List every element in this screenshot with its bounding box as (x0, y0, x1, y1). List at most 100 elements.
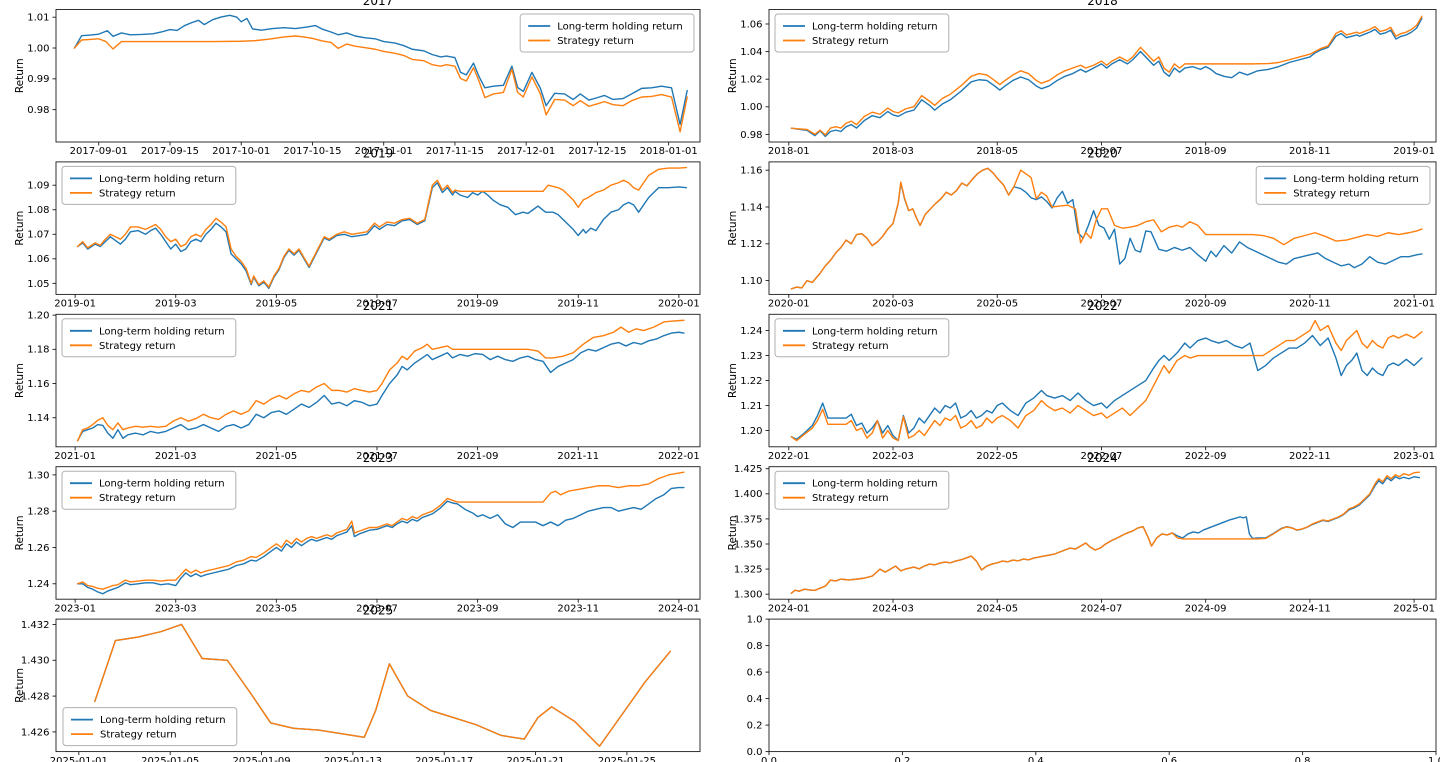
y-axis-label: Return (14, 58, 26, 93)
series-line-long_term (76, 331, 685, 442)
legend-label: Long-term holding return (812, 479, 938, 490)
x-tick-label: 2021-05 (255, 451, 297, 462)
legend-label: Strategy return (99, 341, 176, 352)
y-tick-label: 1.06 (740, 19, 762, 30)
y-tick-label: 1.02 (740, 75, 762, 86)
y-tick-label: 1.06 (27, 254, 49, 265)
y-tick-label: 1.22 (740, 376, 762, 387)
y-axis-label: Return (14, 516, 26, 551)
x-tick-label: 0.6 (1161, 756, 1177, 762)
legend: Long-term holding return Strategy return (519, 13, 695, 53)
x-tick-label: 2021-01 (54, 451, 96, 462)
y-tick-label: 1.400 (734, 489, 763, 500)
legend-label: Strategy return (812, 341, 889, 352)
chart-2024: 2024-01 2024-03 2024-05 2024-07 2024-09 2024-… (727, 451, 1437, 614)
x-tick-label: 2022-01 (658, 451, 700, 462)
series-line-strategy (790, 15, 1423, 136)
x-tick-label: 2017-12-01 (497, 146, 555, 157)
x-tick-label: 2020-09 (1185, 299, 1227, 310)
x-tick-label: 2017-12-15 (568, 146, 626, 157)
x-tick-label: 2024-05 (976, 603, 1018, 614)
x-tick-label: 2024-09 (1185, 603, 1227, 614)
y-tick-label: 1.426 (21, 727, 50, 738)
chart-title: 2018 (1087, 0, 1118, 8)
chart-2022: 2022-01 2022-03 2022-05 2022-07 2022-09 2022-… (727, 299, 1437, 462)
x-tick-label: 2018-11 (1289, 146, 1331, 157)
x-tick-label: 2020-01 (658, 299, 700, 310)
x-tick-label: 2021-11 (557, 451, 599, 462)
y-tick-label: 0.0 (747, 747, 763, 758)
x-tick-label: 2019-05 (255, 299, 297, 310)
y-tick-label: 0.98 (27, 105, 49, 116)
chart-empty: 0.0 0.2 0.4 0.6 0.8 1.0 0.0 0.2 0.4 0.6 0.8 1.0 (747, 615, 1440, 762)
x-tick-label: 2024-01 (768, 603, 810, 614)
x-tick-label: 1.0 (1428, 756, 1440, 762)
x-tick-label: 2024-07 (1081, 603, 1123, 614)
legend-box (519, 13, 695, 53)
series-line-long_term (790, 17, 1423, 138)
x-tick-label: 2017-11-01 (355, 146, 413, 157)
legend: Long-term holding return Strategy return (774, 470, 950, 510)
series-line-strategy (76, 166, 688, 288)
y-tick-label: 1.425 (734, 464, 763, 475)
x-tick-label: 2019-09 (457, 299, 499, 310)
y-tick-label: 1.26 (27, 543, 49, 554)
x-tick-label: 2018-05 (976, 146, 1018, 157)
legend-box (774, 318, 950, 358)
y-tick-label: 1.01 (27, 13, 49, 24)
legend-label: Long-term holding return (812, 326, 938, 337)
legend: Long-term holding return Strategy return (1255, 165, 1431, 205)
x-tick-label: 2017-10-15 (283, 146, 341, 157)
x-tick-label: 2022-11 (1289, 451, 1331, 462)
x-tick-label: 2020-07 (1081, 299, 1123, 310)
legend: Long-term holding return Strategy return (774, 13, 950, 53)
x-tick-label: 2020-03 (872, 299, 914, 310)
legend: Long-term holding return Strategy return (61, 165, 237, 205)
chart-2018: 2018-01 2018-03 2018-05 2018-07 2018-09 2018-… (727, 0, 1437, 157)
x-tick-label: 0.8 (1295, 756, 1311, 762)
x-tick-label: 2019-01 (1393, 146, 1435, 157)
series-line-strategy (73, 35, 688, 133)
x-tick-label: 0.4 (1028, 756, 1044, 762)
y-axis-label: Return (727, 516, 739, 551)
y-axis-label: Return (727, 211, 739, 246)
chart-2023: 2023-01 2023-03 2023-05 2023-07 2023-09 2023-… (14, 451, 701, 614)
x-tick-label: 2023-11 (557, 603, 599, 614)
y-tick-label: 1.20 (740, 426, 762, 437)
legend: Long-term holding return Strategy return (61, 318, 237, 358)
x-tick-label: 2018-03 (872, 146, 914, 157)
y-tick-label: 0.98 (740, 130, 762, 141)
y-axis-label: Return (14, 668, 26, 703)
y-tick-label: 1.12 (740, 239, 762, 250)
legend-box (61, 318, 237, 358)
legend-label: Strategy return (557, 36, 634, 47)
series-line-strategy (790, 167, 1423, 290)
x-tick-label: 2019-07 (356, 299, 398, 310)
x-tick-label: 2024-03 (872, 603, 914, 614)
x-tick-label: 2019-11 (557, 299, 599, 310)
x-tick-label: 2025-01-09 (232, 756, 290, 762)
x-tick-label: 2018-01-01 (640, 146, 698, 157)
chart-title: 2020 (1087, 146, 1118, 160)
y-tick-label: 1.16 (27, 379, 49, 390)
legend-label: Strategy return (1293, 188, 1370, 199)
x-tick-label: 2017-09-15 (141, 146, 199, 157)
y-tick-label: 1.350 (734, 539, 763, 550)
chart-title: 2022 (1087, 299, 1118, 313)
chart-title: 2019 (363, 146, 394, 160)
legend: Long-term holding return Strategy return (62, 707, 238, 747)
y-tick-label: 1.10 (740, 276, 762, 287)
x-tick-label: 2024-01 (658, 603, 700, 614)
x-tick-label: 2025-01-17 (415, 756, 473, 762)
x-tick-label: 0.0 (761, 756, 777, 762)
y-tick-label: 1.430 (21, 656, 50, 667)
y-tick-label: 1.428 (21, 691, 50, 702)
x-tick-label: 2022-07 (1081, 451, 1123, 462)
y-axis-label: Return (14, 363, 26, 398)
y-tick-label: 1.14 (740, 202, 762, 213)
y-tick-label: 1.21 (740, 401, 762, 412)
legend-label: Long-term holding return (99, 174, 225, 185)
chart-2025: 2025-01-01 2025-01-05 2025-01-09 2025-01-13… (14, 604, 701, 762)
x-tick-label: 2025-01-13 (324, 756, 382, 762)
chart-title: 2024 (1087, 451, 1118, 465)
